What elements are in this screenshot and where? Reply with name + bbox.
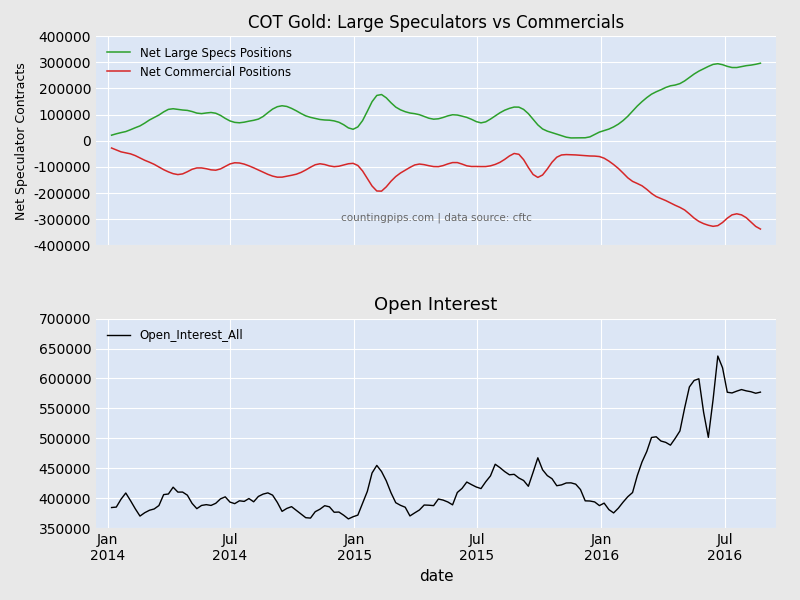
Text: countingpips.com | data source: cftc: countingpips.com | data source: cftc (341, 213, 531, 223)
Title: COT Gold: Large Speculators vs Commercials: COT Gold: Large Speculators vs Commercia… (248, 14, 624, 32)
Line: Open_Interest_All: Open_Interest_All (111, 356, 761, 519)
Line: Net Commercial Positions: Net Commercial Positions (111, 148, 761, 229)
Legend: Net Large Specs Positions, Net Commercial Positions: Net Large Specs Positions, Net Commercia… (102, 42, 297, 83)
Line: Net Large Specs Positions: Net Large Specs Positions (111, 63, 761, 138)
Y-axis label: Net Speculator Contracts: Net Speculator Contracts (15, 62, 28, 220)
X-axis label: date: date (418, 569, 454, 584)
Title: Open Interest: Open Interest (374, 296, 498, 314)
Legend: Open_Interest_All: Open_Interest_All (102, 325, 248, 347)
